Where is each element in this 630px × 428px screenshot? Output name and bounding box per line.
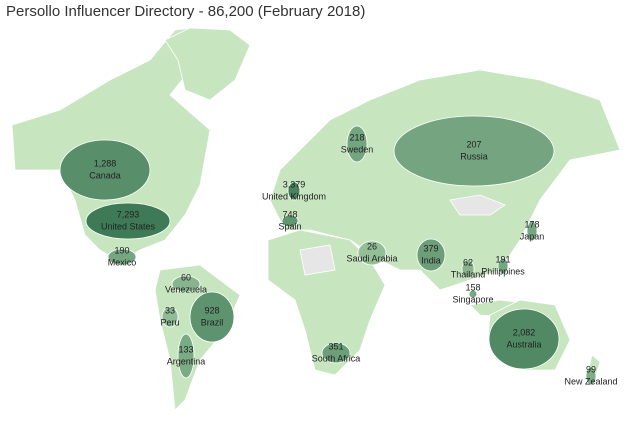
value-label: 351: [328, 341, 343, 351]
country-shape: [468, 289, 478, 299]
country-name: Sweden: [341, 144, 374, 154]
country-name: Venezuela: [165, 284, 207, 294]
country-shape: [287, 181, 301, 201]
value-label: 26: [367, 241, 377, 251]
country-shape: [393, 115, 555, 187]
sahara-area: [299, 244, 336, 276]
value-label: 60: [181, 272, 191, 282]
country-name: Philippines: [481, 266, 525, 276]
country-labels: 1,288 Canada 7,293 United States 190 Mexico 60…: [89, 132, 617, 386]
country-shape: [461, 259, 475, 279]
country-marks: [59, 115, 597, 386]
value-label: 190: [114, 245, 129, 255]
country-name: Singapore: [452, 294, 493, 304]
country-shape: [177, 333, 195, 379]
value-label: 2,082: [513, 327, 536, 337]
country-name: United Kingdom: [262, 191, 326, 201]
country-shape: [526, 220, 538, 242]
value-label: 218: [349, 132, 364, 142]
country-name: Mexico: [108, 257, 137, 267]
value-label: 1,288: [94, 158, 117, 168]
value-label: 748: [282, 209, 297, 219]
value-label: 158: [465, 282, 480, 292]
country-shape: [171, 275, 201, 293]
value-label: 33: [165, 305, 175, 315]
country-shape: [416, 238, 446, 272]
country-name: Spain: [278, 221, 301, 231]
value-label: 3,379: [283, 179, 306, 189]
country-name: United States: [101, 221, 156, 231]
country-name: South Africa: [312, 353, 361, 363]
country-shape: [585, 366, 597, 386]
country-name: Argentina: [167, 356, 206, 366]
africa: [267, 229, 386, 376]
value-label: 99: [586, 364, 596, 374]
country-shape: [59, 139, 151, 201]
country-shape: [346, 125, 368, 163]
country-name: Brazil: [201, 317, 224, 327]
country-name: Thailand: [451, 269, 486, 279]
country-name: Japan: [520, 231, 545, 241]
country-name: Peru: [160, 317, 179, 327]
country-shape: [281, 214, 299, 228]
country-shape: [85, 202, 171, 240]
mongolia: [449, 194, 506, 216]
value-label: 191: [495, 254, 510, 264]
value-label: 62: [463, 257, 473, 267]
country-name: Saudi Arabia: [346, 253, 397, 263]
greenland: [164, 27, 251, 101]
value-label: 7,293: [117, 209, 140, 219]
map-title: Persollo Influencer Directory - 86,200 (…: [6, 3, 365, 20]
value-label: 928: [204, 305, 219, 315]
country-shape: [107, 248, 137, 266]
country-name: Australia: [506, 339, 541, 349]
country-name: Canada: [89, 170, 121, 180]
country-shape: [488, 308, 560, 370]
value-label: 178: [524, 219, 539, 229]
country-shape: [189, 291, 235, 343]
country-shape: [161, 306, 179, 328]
country-shape: [357, 240, 387, 266]
country-name: New Zealand: [564, 376, 617, 386]
country-shape: [321, 342, 351, 364]
value-label: 207: [466, 139, 481, 149]
country-name: India: [421, 255, 441, 265]
country-shape: [497, 257, 509, 275]
value-label: 379: [423, 243, 438, 253]
country-name: Russia: [460, 151, 488, 161]
value-label: 133: [178, 344, 193, 354]
